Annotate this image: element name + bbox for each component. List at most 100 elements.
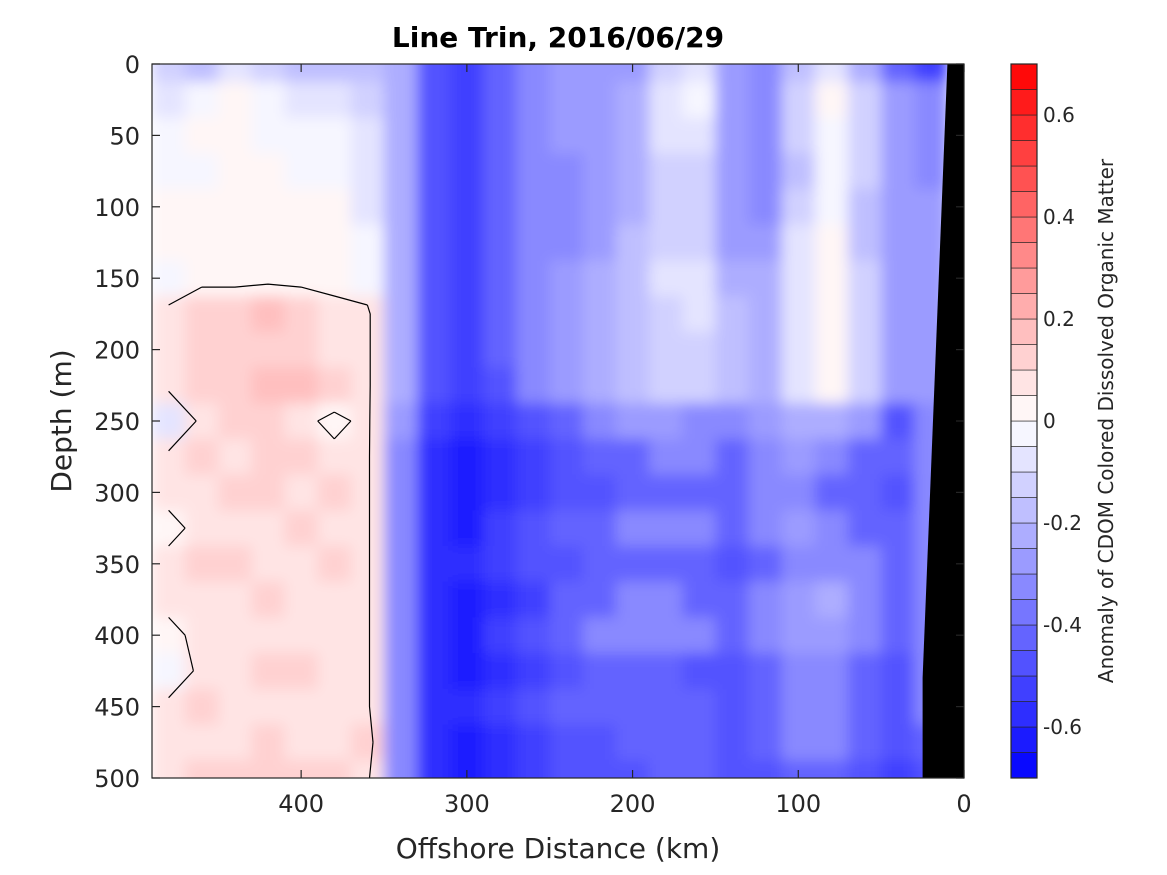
heatmap-cell — [715, 403, 750, 440]
heatmap-cell — [748, 438, 783, 476]
heatmap-cell — [549, 617, 584, 655]
heatmap-cell — [715, 688, 750, 726]
bathymetry-mask — [922, 64, 964, 778]
heatmap-cell — [814, 546, 849, 583]
heatmap-cell — [616, 153, 651, 190]
heatmap-cell — [616, 188, 651, 226]
heatmap-cell — [251, 546, 286, 583]
heatmap-cell — [284, 688, 319, 726]
heatmap-cell — [848, 367, 883, 405]
heatmap-cell — [682, 617, 717, 655]
heatmap-cell — [483, 64, 518, 83]
colorbar-band — [1010, 726, 1038, 753]
heatmap-cell — [218, 224, 253, 262]
heatmap-cell — [251, 188, 286, 226]
colorbar-band — [1010, 216, 1038, 243]
heatmap-cell — [881, 224, 916, 262]
heatmap-cell — [251, 260, 286, 298]
heatmap-cell — [317, 474, 352, 512]
heatmap-cell — [516, 653, 551, 690]
heatmap-cell — [152, 438, 187, 476]
heatmap-cell — [483, 581, 518, 619]
heatmap-cell — [218, 760, 253, 778]
heatmap-cell — [417, 153, 452, 190]
heatmap-cell — [682, 546, 717, 583]
heatmap-cell — [350, 760, 385, 778]
x-tick-label: 200 — [610, 790, 656, 818]
heatmap-cell — [384, 724, 419, 762]
heatmap-cell — [781, 510, 816, 547]
plot-area — [152, 64, 964, 778]
heatmap-cell — [715, 296, 750, 333]
heatmap-cell — [350, 188, 385, 226]
heatmap-cell — [649, 617, 684, 655]
heatmap-cell — [814, 724, 849, 762]
y-tick-label: 100 — [94, 194, 140, 222]
heatmap-cell — [218, 688, 253, 726]
heatmap-cell — [814, 117, 849, 155]
heatmap-cell — [781, 81, 816, 119]
heatmap-cell — [616, 724, 651, 762]
heatmap-cell — [384, 438, 419, 476]
heatmap-cell — [549, 688, 584, 726]
colorbar-ticks: 0.6 0.4 0.2 0 -0.2 -0.4 -0.6 — [1043, 103, 1082, 739]
heatmap-cell — [649, 474, 684, 512]
y-axis: 0 50 100 150 200 250 300 350 400 450 500 — [94, 51, 964, 793]
heatmap-cell — [384, 581, 419, 619]
heatmap-cell — [317, 260, 352, 298]
heatmap-cell — [616, 331, 651, 369]
heatmap-cell — [549, 64, 584, 83]
heatmap-cell — [582, 546, 617, 583]
heatmap-cell — [715, 81, 750, 119]
colorbar-label: Anomaly of CDOM Colored Dissolved Organi… — [1094, 158, 1118, 683]
heatmap-cell — [549, 81, 584, 119]
colorbar-tick-label: 0 — [1043, 409, 1056, 433]
heatmap-cell — [350, 331, 385, 369]
heatmap-cell — [417, 510, 452, 547]
heatmap-cell — [516, 617, 551, 655]
colorbar-band — [1010, 114, 1038, 141]
heatmap-cell — [582, 224, 617, 262]
heatmap-cell — [848, 64, 883, 83]
heatmap-cell — [251, 296, 286, 333]
colorbar-band — [1010, 293, 1038, 320]
heatmap-cell — [715, 760, 750, 778]
heatmap-cell — [549, 188, 584, 226]
heatmap-cell — [582, 724, 617, 762]
heatmap-cell — [616, 260, 651, 298]
heatmap-cell — [616, 760, 651, 778]
heatmap-cell — [848, 331, 883, 369]
heatmap-cell — [814, 653, 849, 690]
heatmap-cell — [748, 117, 783, 155]
heatmap-cell — [516, 760, 551, 778]
heatmap-cell — [549, 296, 584, 333]
heatmap-cell — [715, 546, 750, 583]
heatmap-cell — [781, 546, 816, 583]
heatmap-cell — [317, 546, 352, 583]
heatmap-cell — [350, 224, 385, 262]
heatmap-cell — [848, 188, 883, 226]
colorbar-tick-label: 0.2 — [1043, 307, 1075, 331]
colorbar-band — [1010, 650, 1038, 677]
heatmap-cell — [616, 438, 651, 476]
heatmap-cell — [317, 760, 352, 778]
heatmap-cell — [450, 224, 485, 262]
heatmap-cell — [417, 260, 452, 298]
heatmap-cell — [516, 64, 551, 83]
heatmap-cell — [218, 724, 253, 762]
heatmap-cell — [417, 724, 452, 762]
heatmap-cell — [317, 510, 352, 547]
heatmap-cell — [682, 117, 717, 155]
x-tick-label: 0 — [956, 790, 971, 818]
heatmap-cell — [350, 260, 385, 298]
heatmap-cell — [582, 367, 617, 405]
heatmap-cell — [317, 438, 352, 476]
heatmap-cell — [185, 438, 220, 476]
colorbar-tick-label: -0.2 — [1043, 511, 1082, 535]
heatmap-cell — [848, 617, 883, 655]
colorbar-bands — [1010, 63, 1038, 779]
heatmap-cell — [715, 724, 750, 762]
heatmap-cell — [516, 474, 551, 512]
heatmap-cell — [450, 117, 485, 155]
